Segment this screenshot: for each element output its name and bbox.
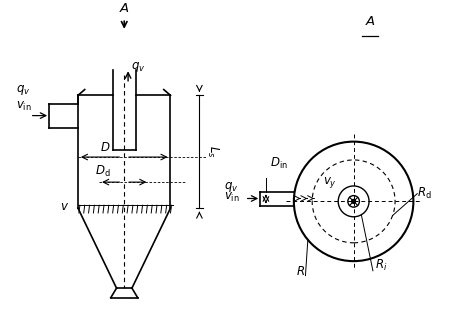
Text: $R$: $R$ xyxy=(296,266,305,279)
Text: $q_v$: $q_v$ xyxy=(131,60,146,74)
Text: $v_{\rm in}$: $v_{\rm in}$ xyxy=(224,191,239,204)
Text: $q_v$: $q_v$ xyxy=(16,83,31,97)
Text: $D$: $D$ xyxy=(100,141,110,154)
Text: $R_i$: $R_i$ xyxy=(375,258,387,273)
Text: $D_{\rm d}$: $D_{\rm d}$ xyxy=(95,164,111,179)
Text: $v$: $v$ xyxy=(60,200,69,213)
Text: $R_{\rm d}$: $R_{\rm d}$ xyxy=(417,186,432,201)
Text: $v_y$: $v_y$ xyxy=(323,175,337,190)
Text: $q_v$: $q_v$ xyxy=(224,180,238,194)
Text: $D_{\rm in}$: $D_{\rm in}$ xyxy=(270,155,288,171)
Text: $v_{\rm in}$: $v_{\rm in}$ xyxy=(16,100,32,113)
Text: $L_s$: $L_s$ xyxy=(205,145,220,158)
Text: $A$: $A$ xyxy=(119,2,130,16)
Text: $A$: $A$ xyxy=(365,15,375,28)
Circle shape xyxy=(352,199,356,203)
